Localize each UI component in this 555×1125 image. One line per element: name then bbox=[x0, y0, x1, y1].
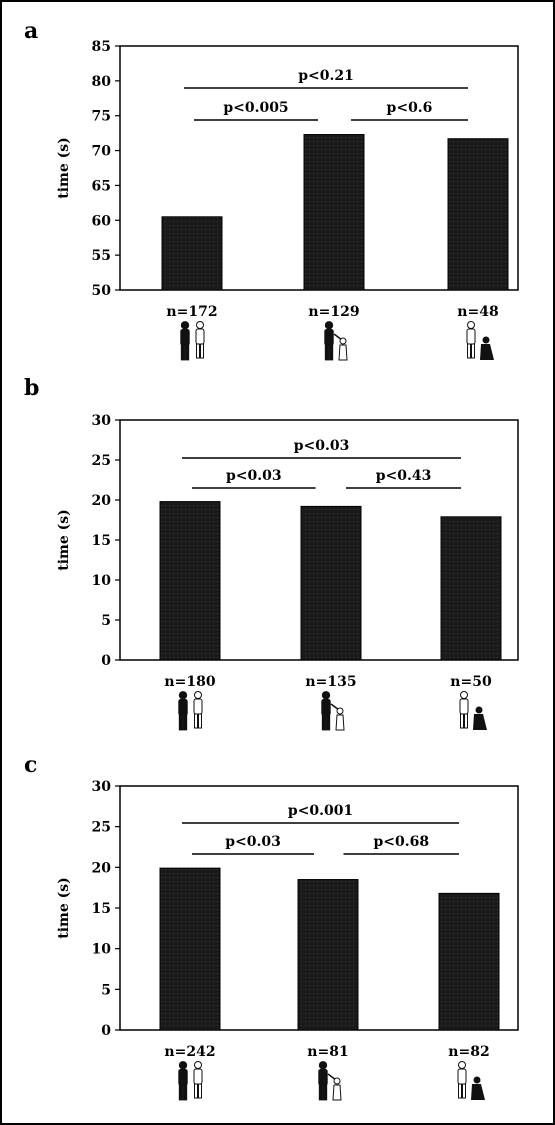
adult-kneeling-child-icon bbox=[457, 1061, 485, 1100]
y-tick-label: 65 bbox=[92, 178, 111, 194]
p-value-label: p<0.43 bbox=[376, 468, 432, 484]
x-category-label: n=82 bbox=[448, 1044, 489, 1060]
p-value-label: p<0.21 bbox=[298, 68, 354, 84]
x-category-label: n=48 bbox=[457, 304, 498, 320]
p-value-label: p<0.03 bbox=[226, 468, 282, 484]
p-value-label: p<0.6 bbox=[387, 100, 433, 116]
y-tick-label: 85 bbox=[92, 39, 111, 55]
y-tick-label: 50 bbox=[92, 283, 112, 299]
p-value-label: p<0.005 bbox=[223, 100, 288, 116]
adult-guiding-child-icon bbox=[318, 1061, 342, 1101]
adult-kneeling-child-icon bbox=[466, 321, 494, 360]
panel-a: a 50 55 60 65 70 75 80 85 time (s) n=172 n=129 n=48 p… bbox=[24, 18, 519, 361]
x-category-label: n=129 bbox=[308, 304, 359, 320]
y-tick-label: 25 bbox=[92, 820, 111, 836]
y-tick-label: 70 bbox=[92, 144, 112, 160]
bar-2 bbox=[303, 134, 365, 291]
adult-guiding-child-icon bbox=[324, 321, 348, 361]
y-axis-label: time (s) bbox=[56, 877, 72, 939]
y-tick-label: 25 bbox=[92, 453, 111, 469]
bar-3 bbox=[440, 516, 502, 661]
panel-letter: c bbox=[24, 752, 37, 778]
panel-letter: a bbox=[24, 18, 38, 44]
adult-kneeling-child-icon bbox=[459, 691, 487, 730]
x-category-label: n=180 bbox=[164, 674, 215, 690]
y-tick-label: 80 bbox=[92, 74, 112, 90]
adult-child-pair-icon bbox=[180, 321, 205, 361]
p-value-label: p<0.03 bbox=[225, 834, 281, 850]
y-tick-label: 30 bbox=[92, 413, 112, 429]
bar-1 bbox=[159, 867, 221, 1031]
x-category-label: n=242 bbox=[164, 1044, 215, 1060]
y-tick-label: 20 bbox=[92, 860, 112, 876]
y-tick-label: 30 bbox=[92, 779, 112, 795]
y-tick-label: 5 bbox=[101, 982, 111, 998]
p-value-label: p<0.03 bbox=[294, 438, 350, 454]
x-category-label: n=172 bbox=[166, 304, 217, 320]
p-value-label: p<0.68 bbox=[373, 834, 429, 850]
x-category-label: n=50 bbox=[450, 674, 492, 690]
x-category-label: n=135 bbox=[305, 674, 356, 690]
y-tick-label: 10 bbox=[92, 942, 112, 958]
y-tick-label: 15 bbox=[92, 533, 111, 549]
panel-letter: b bbox=[24, 375, 39, 401]
y-tick-label: 60 bbox=[92, 213, 112, 229]
bar-1 bbox=[159, 501, 221, 661]
y-tick-label: 15 bbox=[92, 901, 111, 917]
x-category-label: n=81 bbox=[307, 1044, 348, 1060]
adult-child-pair-icon bbox=[178, 691, 203, 731]
y-tick-label: 10 bbox=[92, 573, 112, 589]
bar-2 bbox=[297, 879, 359, 1031]
panel-b: b 0 5 10 15 20 25 30 time (s) n=180 n=135 n=50 p<0.0… bbox=[24, 375, 519, 731]
bar-3 bbox=[447, 138, 509, 291]
y-tick-label: 5 bbox=[101, 613, 111, 629]
adult-guiding-child-icon bbox=[321, 691, 345, 731]
y-tick-label: 75 bbox=[92, 109, 111, 125]
p-value-label: p<0.001 bbox=[288, 803, 353, 819]
y-axis-label: time (s) bbox=[56, 137, 72, 199]
bar-1 bbox=[161, 216, 223, 291]
y-axis-label: time (s) bbox=[56, 509, 72, 571]
y-tick-label: 0 bbox=[101, 1023, 111, 1039]
bar-2 bbox=[300, 505, 362, 661]
panel-c: c 0 5 10 15 20 25 30 time (s) n=242 n=81 n=82 p<0.00… bbox=[24, 752, 519, 1101]
bar-3 bbox=[438, 892, 500, 1031]
y-tick-label: 55 bbox=[92, 248, 111, 264]
y-tick-label: 20 bbox=[92, 493, 112, 509]
adult-child-pair-icon bbox=[178, 1061, 203, 1101]
y-tick-label: 0 bbox=[101, 653, 111, 669]
